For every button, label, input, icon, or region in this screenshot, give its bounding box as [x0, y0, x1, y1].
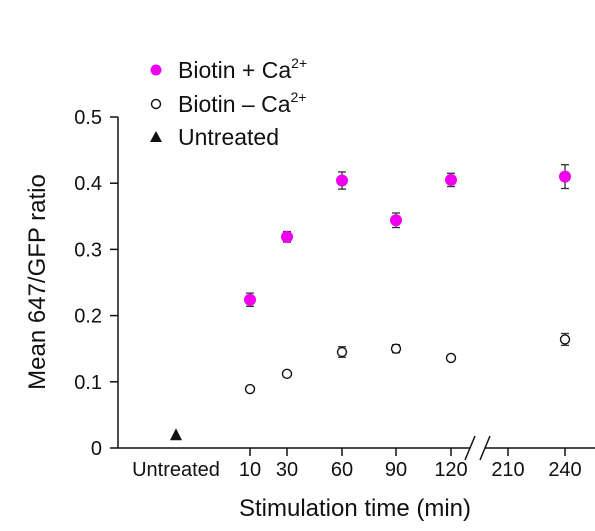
data-point	[336, 174, 348, 187]
legend-label: Untreated	[178, 124, 279, 150]
legend-item: Untreated	[150, 124, 279, 150]
x-tick-label: 90	[385, 459, 407, 481]
x-axis-title: Stimulation time (min)	[239, 495, 471, 522]
x-tick-label: 10	[239, 459, 261, 481]
legend-item: Biotin – Ca2+	[150, 89, 306, 117]
data-point	[244, 383, 256, 395]
data-point	[445, 352, 457, 364]
y-tick-label: 0.2	[74, 306, 102, 328]
axis-break-mark-left	[464, 435, 476, 461]
data-point	[170, 428, 182, 441]
legend-marker	[150, 64, 162, 76]
legend-marker	[150, 98, 162, 110]
x-tick-label: 210	[491, 459, 524, 481]
axis-break-mark-right	[479, 435, 491, 461]
data-point	[244, 293, 256, 306]
x-tick-label: 30	[276, 459, 298, 481]
data-point	[559, 334, 571, 345]
axis-ticks: 0 0.1 0.2 0.3 0.4 0.5 Untreated 10 30 60 90 120 210 2…	[74, 107, 582, 481]
y-tick-label: 0.4	[74, 173, 102, 195]
y-tick-label: 0.3	[74, 239, 102, 261]
legend-label: Biotin – Ca2+	[178, 89, 306, 117]
data-point	[336, 346, 348, 358]
data-point	[281, 230, 293, 243]
data-point	[390, 214, 402, 227]
series-group	[244, 164, 571, 307]
y-axis-title: Mean 647/GFP ratio	[24, 174, 51, 390]
data-point	[559, 170, 571, 183]
y-tick-label: 0	[91, 438, 102, 460]
y-tick-label: 0.1	[74, 372, 102, 394]
x-tick-label: 120	[434, 459, 467, 481]
data-point	[445, 173, 457, 186]
x-tick-label: Untreated	[132, 459, 220, 481]
legend-label: Biotin + Ca2+	[178, 55, 307, 83]
series-group	[244, 332, 571, 395]
x-tick-label: 60	[331, 459, 353, 481]
legend: Biotin + Ca2+ Biotin – Ca2+ Untreated	[150, 55, 307, 150]
axes	[117, 117, 595, 461]
data-point	[390, 343, 402, 354]
data-point	[281, 368, 293, 380]
legend-marker	[150, 131, 162, 142]
legend-item: Biotin + Ca2+	[150, 55, 307, 83]
data-marks	[170, 164, 571, 441]
x-tick-label: 240	[548, 459, 581, 481]
y-tick-label: 0.5	[74, 107, 102, 129]
series-group	[170, 428, 182, 441]
